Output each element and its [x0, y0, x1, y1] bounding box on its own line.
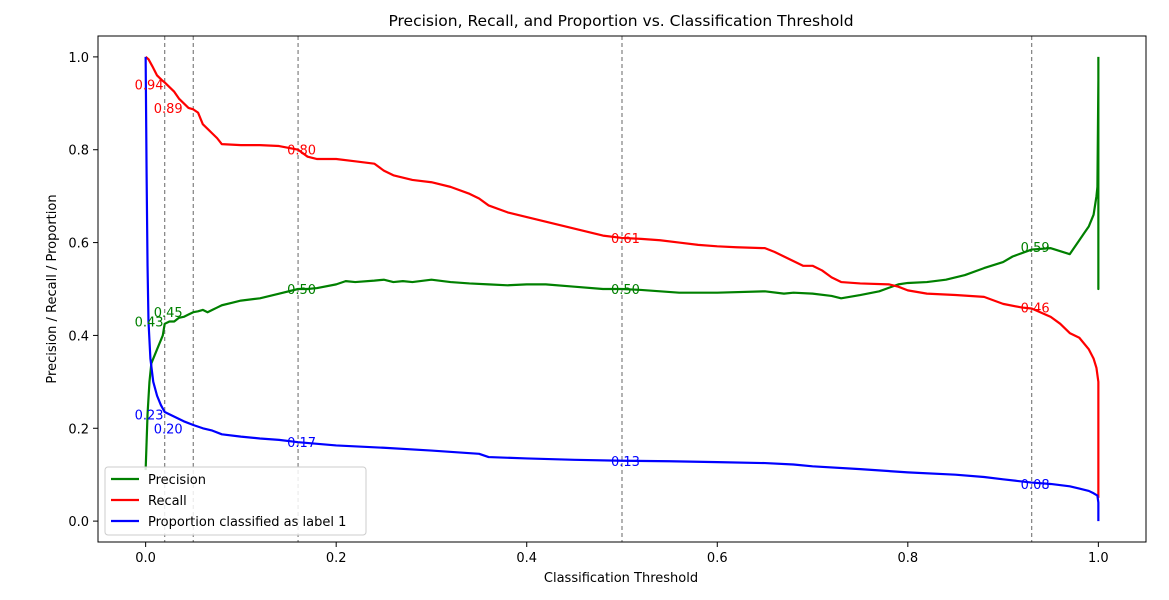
- y-tick-label: 0.0: [68, 515, 89, 530]
- legend-label: Proportion classified as label 1: [148, 515, 346, 530]
- plot-area: 0.94 0.89 0.80 0.61 0.46 0.430.45 0.50 0.50 0.59…: [68, 35, 1147, 566]
- x-tick-label: 1.0: [1088, 551, 1109, 566]
- data-label: 0.45: [154, 306, 183, 321]
- data-label: 0.13: [611, 455, 640, 470]
- x-tick-label: 0.0: [135, 551, 156, 566]
- y-axis-label: Precision / Recall / Proportion: [45, 194, 60, 383]
- x-tick-label: 0.2: [326, 551, 347, 566]
- y-tick-label: 1.0: [68, 51, 89, 66]
- data-label: 0.46: [1021, 302, 1050, 317]
- series-line-precision: [144, 56, 1100, 471]
- data-label: 0.61: [611, 232, 640, 247]
- x-tick-label: 0.8: [897, 551, 918, 566]
- y-tick-label: 0.6: [68, 237, 89, 252]
- series-line-proportion-classified-as-label-1: [144, 56, 1100, 522]
- data-label: 0.23: [135, 408, 164, 423]
- data-label: 0.80: [287, 144, 316, 159]
- axes-frame: [97, 35, 1147, 543]
- y-tick-label: 0.8: [68, 144, 89, 159]
- data-label: 0.43: [135, 315, 164, 330]
- data-label: 0.50: [611, 283, 640, 298]
- data-label: 0.89: [154, 102, 183, 117]
- chart-title: Precision, Recall, and Proportion vs. Cl…: [388, 12, 853, 30]
- data-label: 0.50: [287, 283, 316, 298]
- legend-box: [104, 466, 367, 536]
- data-label: 0.20: [154, 422, 183, 437]
- data-label: 0.08: [1021, 478, 1050, 493]
- series-line-recall: [144, 56, 1100, 498]
- x-tick-label: 0.4: [516, 551, 537, 566]
- legend-label: Recall: [148, 494, 187, 509]
- data-label: 0.94: [135, 79, 164, 94]
- y-tick-label: 0.4: [68, 329, 89, 344]
- data-label: 0.59: [1021, 241, 1050, 256]
- data-label: 0.17: [287, 436, 316, 451]
- legend-label: Precision: [148, 473, 206, 488]
- y-tick-label: 0.2: [68, 422, 89, 437]
- x-axis-label: Classification Threshold: [544, 571, 698, 586]
- x-tick-label: 0.6: [707, 551, 728, 566]
